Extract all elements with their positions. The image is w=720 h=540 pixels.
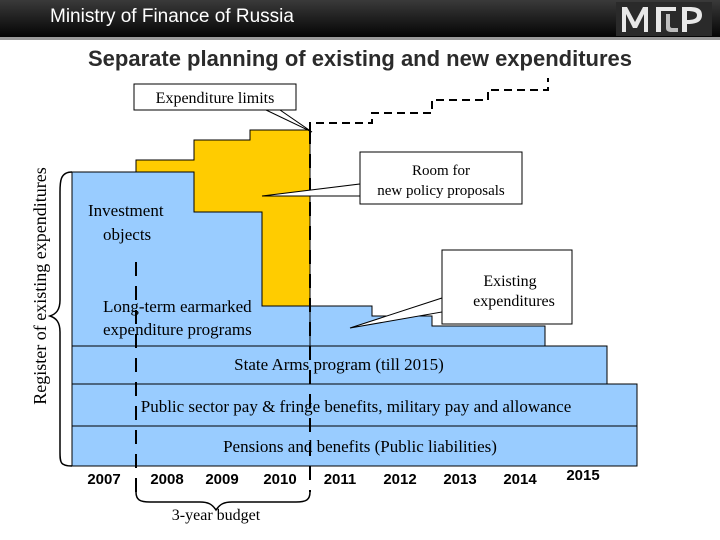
three-year-budget-brace: [135, 491, 311, 512]
year-label: 2014: [503, 471, 537, 488]
three-year-budget-label: 3-year budget: [172, 507, 261, 524]
year-label: 2010: [263, 471, 296, 488]
investment-objects-line2: objects: [103, 225, 151, 244]
year-label: 2008: [150, 471, 183, 488]
pensions-label: Pensions and benefits (Public liabilitie…: [223, 437, 497, 456]
public-sector-pay-band: [71, 383, 638, 427]
pensions-band: [71, 425, 638, 467]
room-for-proposals-pointer: [261, 183, 361, 197]
expenditure-limits-pointer: [265, 109, 313, 133]
header-title: Ministry of Finance of Russia: [50, 6, 294, 27]
public-sector-pay-label: Public sector pay & fringe benefits, mil…: [141, 397, 572, 416]
slide-title: Separate planning of existing and new ex…: [88, 46, 632, 71]
expenditure-limits-callout: [133, 83, 297, 111]
existing-expenditures-line1: Existing: [483, 273, 536, 290]
long-term-programs-line1: Long-term earmarked: [103, 297, 252, 316]
header-bar: Ministry of Finance of Russia: [0, 0, 720, 40]
room-for-proposals-callout: [359, 151, 523, 205]
existing-expenditures-line2: expenditures: [473, 293, 555, 310]
existing-expenditures-pointer: [349, 297, 443, 329]
year-label: 2013: [443, 471, 476, 488]
room-for-proposals-line2: new policy proposals: [377, 183, 505, 199]
long-term-programs-line2: expenditure programs: [103, 320, 252, 339]
room-for-proposals-line1: Room for: [412, 163, 470, 179]
existing-expenditures-callout: [441, 249, 573, 325]
investment-objects-line1: Investment: [88, 201, 164, 220]
expenditure-limits-label: Expenditure limits: [156, 90, 275, 107]
year-label: 2012: [383, 471, 416, 488]
register-label: Register of existing expenditures: [30, 167, 50, 404]
state-arms-program-label: State Arms program (till 2015): [234, 355, 444, 374]
register-brace: [47, 171, 73, 467]
expenditure-limits-dashed-line: [309, 78, 549, 130]
year-label: 2011: [324, 471, 357, 488]
year-label: 2015: [566, 467, 599, 484]
state-arms-program-band: [71, 345, 608, 385]
ministry-logo: [616, 2, 712, 36]
header-background: [0, 0, 720, 40]
year-label: 2007: [87, 471, 120, 488]
year-label: 2009: [205, 471, 238, 488]
